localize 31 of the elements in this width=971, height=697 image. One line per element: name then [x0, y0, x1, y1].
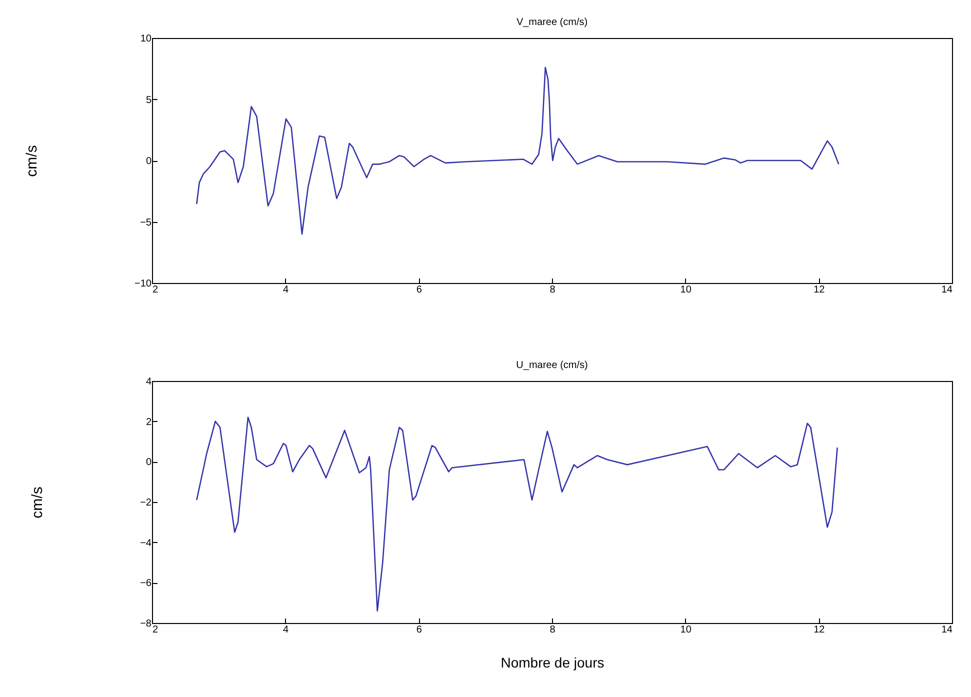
y-tick-label: −5 [140, 217, 152, 228]
y-tick-label: 10 [140, 34, 152, 44]
x-tick-label: 10 [680, 624, 692, 636]
y-axis-title: cm/s [24, 145, 41, 177]
x-tick-label: 8 [550, 284, 556, 296]
x-tick-label: 14 [941, 624, 953, 636]
chart-title: V_maree (cm/s) [516, 17, 588, 28]
y-tick-label: 2 [146, 416, 152, 428]
line-series [196, 66, 840, 235]
x-tick-label: 4 [283, 284, 290, 296]
y-tick-label: −8 [140, 618, 152, 630]
x-tick-label: 6 [416, 284, 422, 296]
y-tick-label: 0 [146, 156, 152, 167]
y-axis-title: cm/s [29, 486, 46, 518]
y-tick-label: −4 [140, 538, 152, 549]
x-tick-label: 10 [680, 284, 692, 296]
y-tick-label: −10 [134, 278, 152, 290]
chart-title: U_maree (cm/s) [516, 360, 588, 371]
x-axis-title: Nombre de jours [500, 654, 604, 670]
x-tick-label: 12 [814, 624, 826, 636]
line-series [196, 416, 838, 612]
x-tick-label: 6 [416, 624, 422, 636]
x-tick-label: 4 [283, 624, 290, 636]
x-tick-label: 12 [814, 284, 826, 296]
y-tick-label: 0 [146, 457, 152, 468]
x-tick-label: 8 [550, 624, 556, 636]
y-tick-label: −6 [140, 578, 152, 590]
y-tick-label: 4 [146, 376, 152, 388]
y-tick-label: 5 [146, 94, 152, 106]
y-tick-label: −2 [140, 498, 152, 508]
x-tick-label: 14 [941, 284, 953, 296]
